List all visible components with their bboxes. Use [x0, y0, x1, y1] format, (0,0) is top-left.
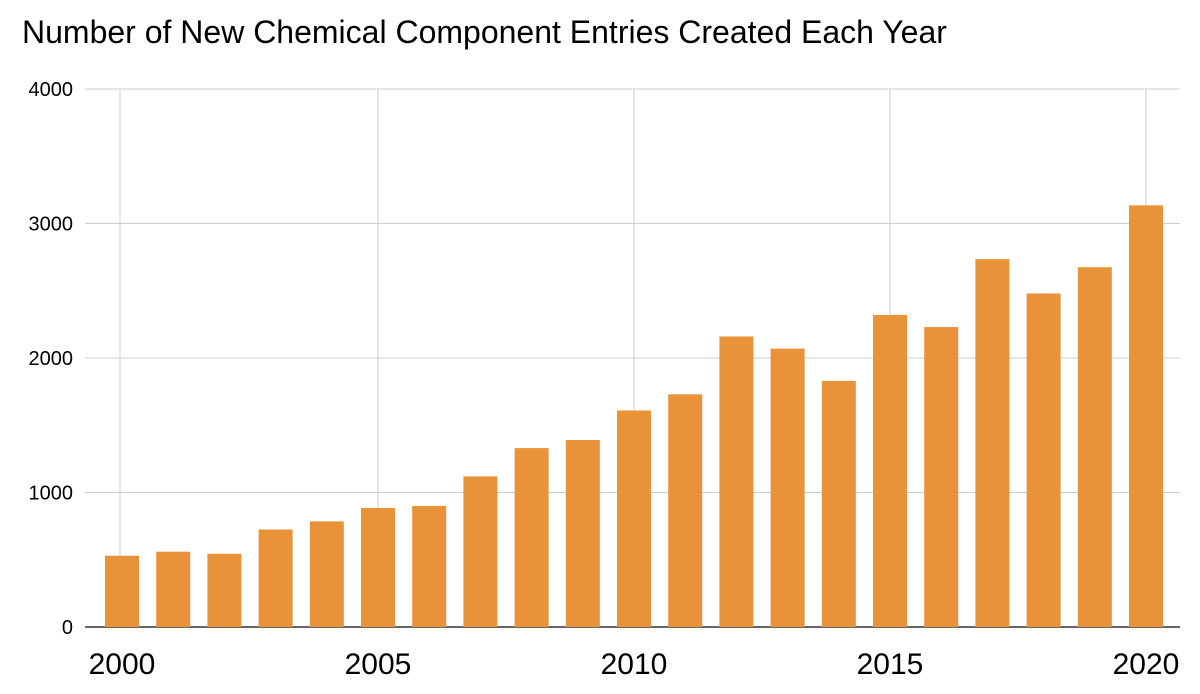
- x-tick-label: 2015: [857, 648, 924, 681]
- x-tick-label: 2005: [345, 648, 412, 681]
- bar-2001: [156, 551, 191, 627]
- x-tick-label: 2010: [601, 648, 668, 681]
- bar-2016: [924, 327, 959, 627]
- bar-2017: [975, 259, 1010, 627]
- bar-2019: [1077, 267, 1112, 627]
- y-tick-label: 3000: [29, 214, 74, 236]
- y-tick-label: 4000: [29, 79, 74, 101]
- bar-2008: [514, 448, 549, 627]
- x-tick-label: 2020: [1113, 648, 1180, 681]
- bar-2014: [821, 380, 856, 627]
- x-tick-label: 2000: [89, 648, 156, 681]
- bar-2010: [617, 410, 651, 627]
- chart-title: Number of New Chemical Component Entries…: [22, 14, 947, 50]
- bar-2005: [361, 507, 395, 627]
- bar-2000: [105, 555, 139, 627]
- bar-2011: [668, 394, 703, 627]
- bar-2004: [309, 521, 344, 627]
- y-axis-tick-labels: 0 1000 2000 3000 4000: [29, 79, 74, 639]
- bar-2007: [463, 476, 498, 627]
- bar-2018: [1026, 293, 1061, 627]
- bar-series: [105, 205, 1163, 627]
- y-tick-label: 1000: [29, 483, 74, 505]
- y-tick-label: 2000: [29, 348, 74, 370]
- bar-2015: [873, 314, 907, 627]
- bar-2012: [719, 336, 754, 627]
- bar-2013: [770, 348, 805, 627]
- bar-2003: [258, 529, 293, 627]
- x-axis-tick-labels: 2000 2005 2010 2015 2020: [89, 648, 1180, 681]
- bar-2006: [412, 505, 447, 627]
- bar-2009: [565, 440, 600, 627]
- bar-2020: [1129, 205, 1163, 627]
- bar-2002: [207, 553, 242, 627]
- y-tick-label: 0: [62, 617, 73, 639]
